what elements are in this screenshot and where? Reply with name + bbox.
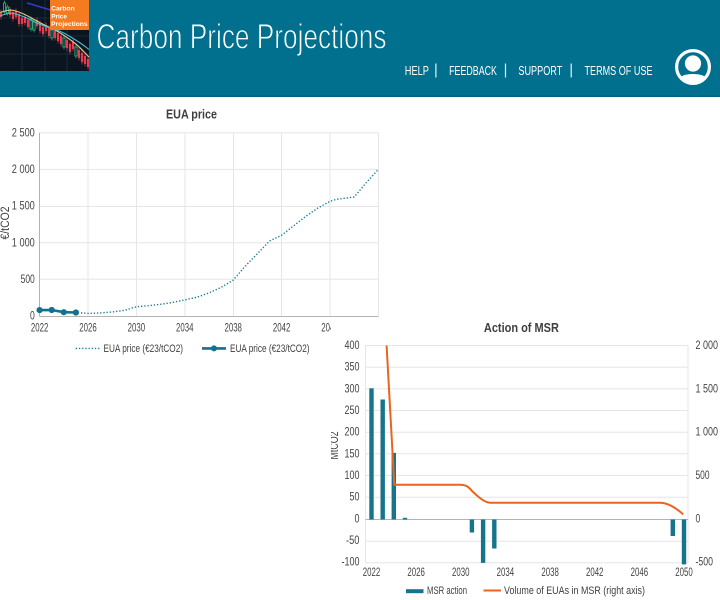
svg-text:2 500: 2 500 [12, 127, 35, 139]
svg-text:-50: -50 [346, 535, 360, 547]
svg-text:EUA price: EUA price [166, 108, 217, 122]
svg-text:0: 0 [696, 513, 701, 525]
svg-text:2030: 2030 [452, 567, 470, 579]
svg-text:300: 300 [345, 383, 360, 395]
svg-text:2 000: 2 000 [12, 164, 35, 176]
svg-text:2042: 2042 [273, 323, 291, 335]
svg-text:1 500: 1 500 [696, 383, 719, 395]
svg-text:2022: 2022 [363, 567, 381, 579]
svg-text:2038: 2038 [224, 323, 242, 335]
svg-text:Carbon: Carbon [51, 5, 75, 12]
svg-text:-100: -100 [342, 557, 360, 569]
svg-text:TERMS OF USE: TERMS OF USE [585, 63, 653, 78]
svg-text:2034: 2034 [176, 323, 194, 335]
svg-text:0: 0 [355, 513, 360, 525]
svg-text:FEEDBACK: FEEDBACK [449, 63, 497, 78]
svg-text:2026: 2026 [79, 323, 97, 335]
svg-text:2042: 2042 [586, 567, 604, 579]
svg-text:2026: 2026 [407, 567, 425, 579]
svg-text:-500: -500 [696, 557, 714, 569]
svg-text:1 000: 1 000 [12, 237, 35, 249]
svg-text:MSR action: MSR action [427, 585, 467, 597]
svg-text:Projections: Projections [51, 21, 88, 28]
svg-text:Price: Price [51, 13, 67, 20]
svg-text:Action of MSR: Action of MSR [484, 321, 559, 335]
svg-text:100: 100 [345, 470, 360, 482]
svg-text:350: 350 [345, 362, 360, 374]
svg-text:2038: 2038 [541, 567, 559, 579]
svg-text:MtCO2: MtCO2 [331, 432, 341, 460]
svg-text:EUA price (€23/tCO2): EUA price (€23/tCO2) [104, 343, 184, 355]
svg-text:€/tCO2: €/tCO2 [0, 207, 12, 240]
svg-text:2046: 2046 [631, 567, 649, 579]
svg-text:2022: 2022 [31, 323, 49, 335]
svg-text:SUPPORT: SUPPORT [518, 63, 562, 78]
svg-text:1 000: 1 000 [696, 427, 719, 439]
svg-text:Carbon Price Projections: Carbon Price Projections [97, 16, 387, 56]
svg-text:150: 150 [345, 448, 360, 460]
svg-text:EUA price (€23/tCO2): EUA price (€23/tCO2) [230, 343, 310, 355]
svg-text:2030: 2030 [128, 323, 146, 335]
svg-text:2034: 2034 [497, 567, 515, 579]
svg-text:2050: 2050 [675, 567, 693, 579]
svg-text:200: 200 [345, 427, 360, 439]
svg-text:50: 50 [350, 492, 360, 504]
svg-text:Volume of EUAs in MSR (right a: Volume of EUAs in MSR (right axis) [504, 585, 645, 597]
svg-text:400: 400 [345, 340, 360, 352]
svg-text:HELP: HELP [405, 63, 429, 78]
svg-text:0: 0 [30, 311, 35, 323]
svg-text:500: 500 [696, 470, 710, 482]
svg-text:250: 250 [345, 405, 360, 417]
svg-text:2 000: 2 000 [696, 340, 719, 352]
svg-text:500: 500 [21, 274, 35, 286]
svg-text:1 500: 1 500 [12, 201, 35, 213]
